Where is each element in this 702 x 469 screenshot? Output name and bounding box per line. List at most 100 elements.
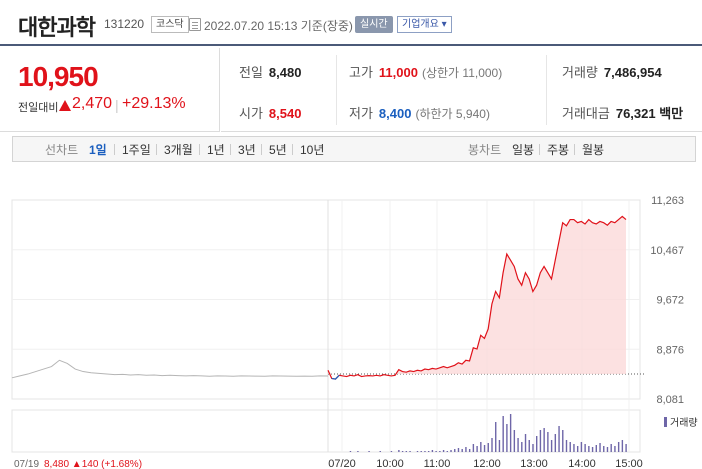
volume-bar (491, 438, 493, 452)
stat-value: 8,400 (378, 106, 412, 121)
volume-bar (368, 451, 370, 452)
volume-bar (420, 451, 422, 452)
tab-monthly-candle[interactable]: 월봉 (582, 143, 605, 157)
tab-5y[interactable]: 5년 (269, 143, 287, 157)
today-line (327, 215, 627, 380)
volume-bar (506, 424, 508, 452)
tab-3m[interactable]: 3개월 (164, 143, 193, 157)
realtime-button[interactable]: 실시간 (355, 16, 393, 33)
divider (292, 144, 293, 155)
volume-bar (543, 428, 545, 452)
volume-frame (11, 409, 641, 453)
volume-bar (599, 443, 601, 452)
volume-bar (461, 449, 463, 452)
up-area-fill (328, 216, 626, 375)
tab-3y[interactable]: 3년 (238, 143, 256, 157)
stat-label: 전일 (239, 65, 263, 80)
volume-bar (454, 449, 456, 452)
stat-value: 76,321 백만 (615, 106, 684, 121)
volume-bar (401, 451, 404, 452)
y-tick-label: 10,467 (650, 245, 684, 257)
divider (546, 55, 547, 125)
divider (156, 144, 157, 155)
tab-1y[interactable]: 1년 (207, 143, 225, 157)
volume-bar (614, 446, 616, 452)
volume-bar (390, 451, 393, 452)
volume-bar (565, 440, 568, 452)
volume-bar (550, 440, 553, 452)
stat-value: 8,480 (268, 65, 302, 80)
price-change: 2,470 (72, 95, 113, 112)
volume-bar (480, 442, 482, 452)
stat-open: 시가 8,540 (239, 103, 301, 122)
volume-bar (509, 414, 512, 452)
today-down-segment (331, 374, 340, 380)
price-chart-svg[interactable]: 11,263 10,467 9,672 8,876 8,081 거래량 07/20 10:00… (0, 170, 702, 469)
volume-bar (558, 426, 560, 452)
divider (230, 144, 231, 155)
prev-change-label: 전일대비 (18, 102, 59, 114)
x-tick-label: 12:00 (473, 458, 501, 469)
stock-code: 131220 (104, 17, 145, 31)
volume-bar (584, 444, 586, 452)
y-tick-label: 8,876 (656, 344, 684, 356)
tab-daily-candle[interactable]: 일봉 (512, 143, 535, 157)
volume-bar (621, 440, 624, 452)
divider (574, 144, 575, 155)
divider (261, 144, 262, 155)
divider (336, 55, 337, 125)
tab-weekly-candle[interactable]: 주봉 (547, 143, 570, 157)
volume-bar (457, 448, 460, 452)
line-chart-label: 선차트 (45, 143, 79, 157)
volume-bar (446, 451, 448, 452)
volume-bar (349, 451, 352, 452)
volume-bar (424, 451, 426, 452)
company-overview-button[interactable]: 기업개요 ▾ (397, 16, 452, 33)
tab-1d[interactable]: 1일 (89, 143, 107, 157)
volume-bar (539, 430, 542, 452)
x-tick-label: 14:00 (568, 458, 596, 469)
stat-low: 저가 8,400 (하한가 5,940) (349, 103, 490, 122)
stat-label: 저가 (349, 106, 373, 121)
market-badge: 코스닥 (151, 16, 189, 33)
volume-bar (487, 443, 489, 452)
up-arrow-icon (59, 100, 71, 111)
volume-bar (569, 442, 571, 452)
x-tick-label: 07/20 (328, 458, 356, 469)
divider (539, 144, 540, 155)
volume-bar (409, 451, 411, 452)
tab-10y[interactable]: 10년 (300, 143, 325, 157)
stat-label: 고가 (349, 65, 373, 80)
price-summary: 10,950 전일대비 2,470 | +29.13% (0, 48, 220, 132)
x-tick-label: 11:00 (424, 458, 451, 469)
volume-bar (521, 442, 523, 452)
current-price: 10,950 (18, 61, 99, 92)
prev-day-summary: 8,480 ▲140 (+1.68%) (44, 459, 142, 469)
volume-bar (450, 450, 452, 452)
stat-value: 8,540 (268, 106, 302, 121)
volume-legend-label: 거래량 (670, 417, 698, 429)
price-chart[interactable]: 11,263 10,467 9,672 8,876 8,081 거래량 07/20 10:00… (0, 170, 702, 469)
volume-bar (536, 436, 538, 452)
volume-bar (416, 451, 419, 452)
candle-chart-label: 봉차트 (468, 143, 502, 157)
volume-bar (603, 446, 605, 452)
volume-bar (476, 446, 478, 452)
y-tick-label: 11,263 (651, 195, 684, 207)
y-tick-label: 9,672 (656, 295, 684, 307)
volume-bar (495, 422, 497, 452)
volume-bar (379, 451, 381, 452)
volume-bar (591, 447, 594, 452)
y-tick-label: 8,081 (656, 394, 684, 406)
prev-day-date: 07/19 (14, 459, 39, 469)
volume-bar (435, 451, 437, 452)
stock-name: 대한과학 (18, 15, 96, 40)
tab-1w[interactable]: 1주일 (122, 143, 151, 157)
volume-bar (554, 434, 557, 452)
separator: | (115, 97, 119, 113)
volume-bar (595, 445, 597, 452)
stat-label: 거래대금 (562, 106, 610, 121)
chart-period-tabs: 선차트 1일 1주일 3개월 1년 3년 5년 10년 봉차트 일봉 주봉 월봉 (12, 136, 696, 162)
x-tick-label: 13:00 (520, 458, 548, 469)
timestamp: 2022.07.20 15:13 기준(장중) (204, 19, 353, 33)
